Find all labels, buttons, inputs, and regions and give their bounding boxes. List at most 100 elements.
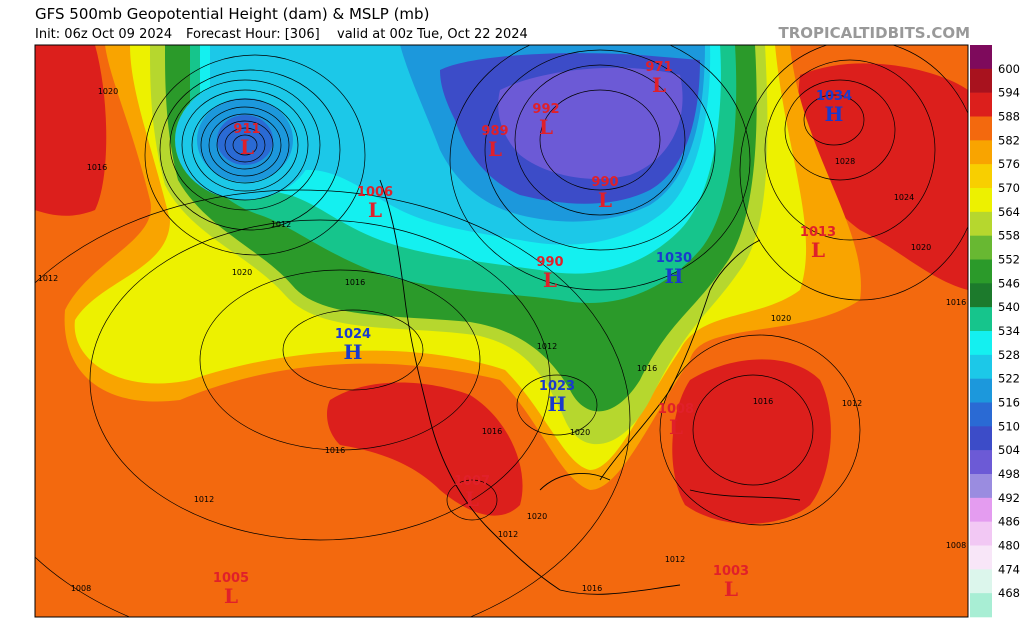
isobar-label: 1020 [570, 428, 590, 437]
pressure-center-letter: L [539, 115, 553, 139]
pressure-center-letter: L [543, 268, 557, 292]
isobars [35, 45, 968, 617]
isobar-label: 1020 [527, 512, 547, 521]
pressure-center-letter: H [548, 392, 567, 416]
pressure-value: 1005 [213, 571, 249, 586]
colorbar-label: 540 [998, 300, 1020, 314]
colorbar-label: 582 [998, 133, 1020, 147]
colorbar-label: 588 [998, 110, 1020, 124]
height-region [798, 63, 968, 291]
colorbar-label: 492 [998, 491, 1020, 505]
colorbar-swatch [970, 545, 992, 570]
colorbar-swatch [970, 92, 992, 117]
map: 1020 1016 1020 1012 1016 1012 1016 1012 1008 1020… [35, 45, 968, 617]
colorbar-swatch [970, 140, 992, 165]
isobar-label: 1016 [946, 298, 966, 307]
pressure-value: 1003 [713, 564, 749, 579]
isobar-label: 1020 [911, 243, 931, 252]
colorbar-swatch [970, 450, 992, 475]
init-time: Init: 06z Oct 09 2024 [35, 27, 172, 42]
colorbar: 600 594 588 582 576 570 564 558 552 546 540 534 528 5… [970, 45, 1020, 618]
pressure-value: 971 [645, 60, 672, 75]
colorbar-swatch [970, 569, 992, 594]
colorbar-swatch [970, 283, 992, 308]
colorbar-label: 504 [998, 443, 1020, 457]
colorbar-label: 510 [998, 419, 1020, 433]
height-region [672, 359, 831, 524]
colorbar-swatch [970, 307, 992, 332]
colorbar-label: 528 [998, 348, 1020, 362]
colorbar-label: 534 [998, 324, 1020, 338]
pressure-value: 1034 [816, 89, 852, 104]
isobar-label: 1016 [582, 584, 602, 593]
colorbar-swatch [970, 116, 992, 141]
pressure-value: 990 [591, 175, 618, 190]
colorbar-swatch [970, 259, 992, 284]
colorbar-label: 522 [998, 372, 1020, 386]
colorbar-label: 480 [998, 539, 1020, 553]
colorbar-label: 570 [998, 181, 1020, 195]
pressure-center-letter: L [368, 198, 382, 222]
isobar-label: 1016 [482, 427, 502, 436]
pressure-value: 1013 [800, 225, 836, 240]
isobar-label: 1008 [946, 541, 966, 550]
map-title: GFS 500mb Geopotential Height (dam) & MS… [35, 5, 429, 23]
map-frame [34, 44, 969, 618]
colorbar-label: 576 [998, 157, 1020, 171]
height-region [327, 382, 523, 516]
pressure-value: 1023 [539, 379, 575, 394]
coastlines [379, 179, 801, 595]
isobar-label: 1020 [232, 268, 252, 277]
isobar-label: 1016 [345, 278, 365, 287]
isobar-label: 1020 [98, 87, 118, 96]
pressure-center-letter: L [669, 415, 683, 439]
height-region [217, 115, 273, 165]
colorbar-label: 594 [998, 86, 1020, 100]
colorbar-swatch [970, 497, 992, 522]
colorbar-label: 564 [998, 205, 1020, 219]
isobar-label: 1012 [842, 399, 862, 408]
isobar-label: 1016 [325, 446, 345, 455]
pressure-center-letter: L [224, 584, 238, 608]
colorbar-swatch [970, 402, 992, 427]
pressure-center-letter: L [240, 135, 254, 159]
pressure-value: 1007 [454, 474, 490, 489]
isobar-label: 1012 [537, 342, 557, 351]
colorbar-label: 546 [998, 276, 1020, 290]
pressure-center-letter: H [825, 102, 844, 126]
pressure-value: 1024 [335, 327, 371, 342]
isobar-label: 1024 [894, 193, 914, 202]
colorbar-swatch [970, 521, 992, 546]
forecast-hour: Forecast Hour: [306] [186, 27, 320, 42]
pressure-value: 990 [536, 255, 563, 270]
colorbar-label: 474 [998, 562, 1020, 576]
colorbar-label: 486 [998, 515, 1020, 529]
colorbar-label: 468 [998, 586, 1020, 600]
isobar-label: 1012 [498, 530, 518, 539]
colorbar-swatch [970, 235, 992, 260]
pressure-value: 992 [532, 102, 559, 117]
isobar-label: 1028 [835, 157, 855, 166]
pressure-value: 1008 [658, 402, 694, 417]
colorbar-label: 558 [998, 229, 1020, 243]
colorbar-label: 498 [998, 467, 1020, 481]
isobar-label: 1020 [771, 314, 791, 323]
colorbar-swatch [970, 354, 992, 379]
pressure-value: 1006 [357, 185, 393, 200]
pressure-center-letter: L [652, 73, 666, 97]
height-region [35, 45, 107, 216]
isobar-label: 1016 [753, 397, 773, 406]
isobar-label: 1016 [87, 163, 107, 172]
watermark: TROPICALTIDBITS.COM [779, 24, 971, 42]
pressure-center-letter: L [465, 487, 479, 511]
colorbar-label: 516 [998, 396, 1020, 410]
pressure-value: 911 [233, 122, 260, 137]
pressure-center-letter: H [665, 264, 684, 288]
colorbar-swatch [970, 188, 992, 213]
isobar-label: 1016 [637, 364, 657, 373]
colorbar-swatch [970, 426, 992, 451]
colorbar-swatch [970, 593, 992, 618]
colorbar-swatch [970, 164, 992, 189]
isobar-label: 1008 [71, 584, 91, 593]
